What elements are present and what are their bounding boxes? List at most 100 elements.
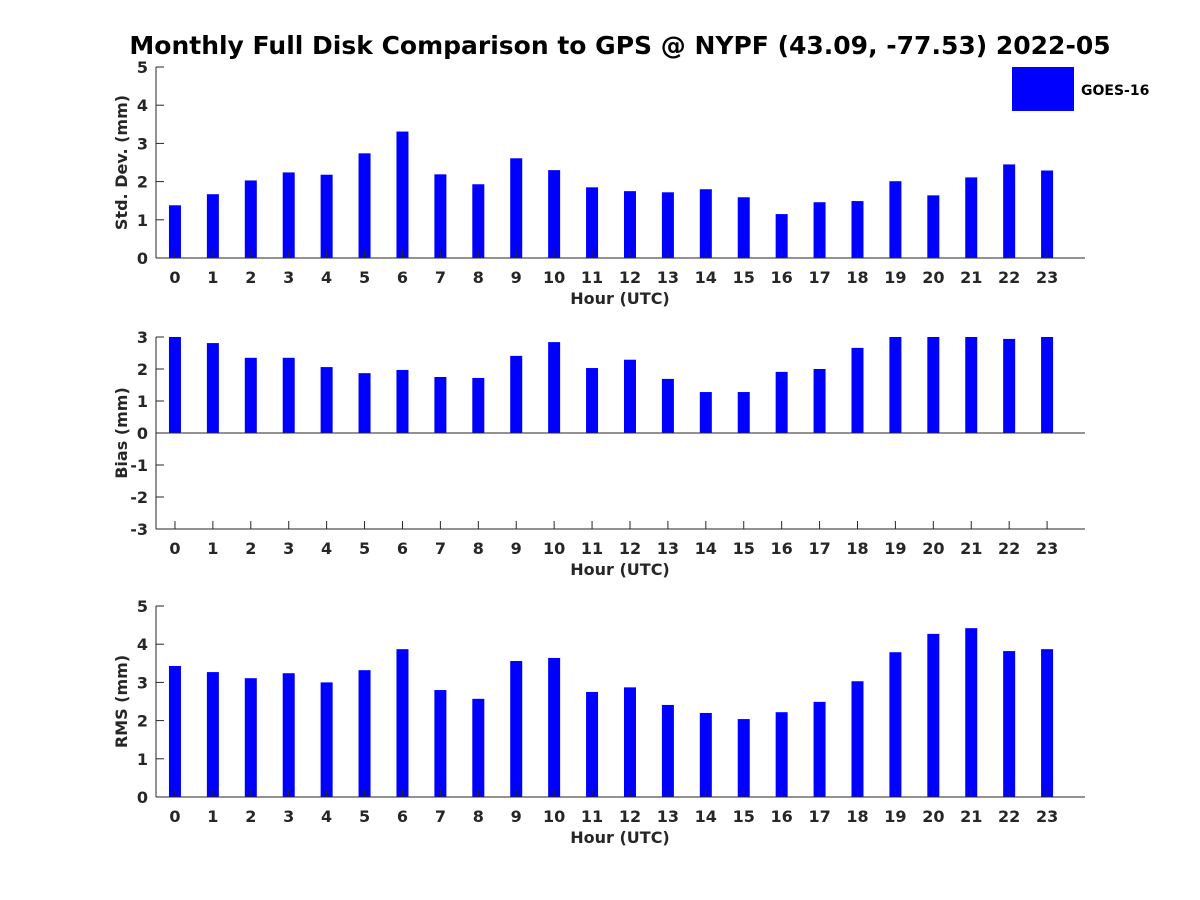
x-tick-label: 16 — [771, 539, 793, 558]
bar-panel3-hour-10 — [548, 657, 561, 797]
y-tick-label: 2 — [137, 173, 148, 192]
bar-panel2-hour-17 — [813, 369, 826, 433]
bar-panel2-hour-8 — [472, 377, 485, 433]
x-tick-label: 17 — [808, 539, 830, 558]
x-tick-label: 7 — [435, 268, 446, 287]
x-axis-label: Hour (UTC) — [570, 560, 670, 579]
bar-panel2-hour-11 — [586, 368, 599, 433]
y-tick-label: 3 — [137, 134, 148, 153]
bar-panel1-hour-5 — [358, 153, 371, 258]
bar-panel2-hour-3 — [282, 357, 295, 433]
x-tick-label: 14 — [695, 807, 717, 826]
x-tick-label: 11 — [581, 807, 603, 826]
y-tick-label: -3 — [130, 520, 148, 539]
bar-panel1-hour-10 — [548, 170, 561, 258]
bar-panel2-hour-15 — [737, 392, 750, 433]
x-tick-label: 20 — [922, 268, 944, 287]
bar-panel3-hour-4 — [320, 682, 333, 797]
x-tick-label: 19 — [884, 807, 906, 826]
x-tick-label: 14 — [695, 539, 717, 558]
bar-panel2-hour-5 — [358, 373, 371, 433]
bar-panel3-hour-7 — [434, 690, 447, 797]
x-tick-label: 23 — [1036, 268, 1058, 287]
figure-title: Monthly Full Disk Comparison to GPS @ NY… — [129, 31, 1110, 60]
bar-panel2-hour-0 — [168, 337, 181, 433]
x-tick-label: 0 — [169, 268, 180, 287]
x-tick-label: 9 — [511, 268, 522, 287]
bar-panel2-hour-10 — [548, 342, 561, 433]
bar-panel3-hour-11 — [586, 691, 599, 797]
bar-panel3-hour-3 — [282, 673, 295, 797]
legend-label: GOES-16 — [1081, 83, 1149, 99]
y-axis-label: RMS (mm) — [112, 655, 131, 748]
bar-panel3-hour-13 — [661, 704, 674, 797]
x-tick-label: 22 — [998, 807, 1020, 826]
x-tick-label: 7 — [435, 539, 446, 558]
x-tick-label: 17 — [808, 268, 830, 287]
bar-panel1-hour-15 — [737, 197, 750, 258]
x-tick-label: 20 — [922, 807, 944, 826]
x-tick-label: 6 — [397, 539, 408, 558]
bar-panel1-hour-21 — [965, 177, 978, 258]
x-tick-label: 8 — [473, 539, 484, 558]
bar-panel3-hour-0 — [168, 665, 181, 797]
bar-panel2-hour-2 — [244, 357, 257, 433]
x-tick-label: 1 — [207, 539, 218, 558]
y-tick-label: 1 — [137, 392, 148, 411]
x-tick-label: 22 — [998, 539, 1020, 558]
bar-panel2-hour-1 — [206, 343, 219, 433]
x-tick-label: 15 — [733, 268, 755, 287]
y-tick-label: 0 — [137, 788, 148, 807]
y-tick-label: 0 — [137, 249, 148, 268]
bar-panel1-hour-1 — [206, 194, 219, 258]
bar-panel1-hour-19 — [889, 181, 902, 258]
y-tick-label: 0 — [137, 424, 148, 443]
bar-panel1-hour-8 — [472, 184, 485, 258]
y-tick-label: 5 — [137, 597, 148, 616]
y-tick-label: 4 — [137, 635, 148, 654]
bar-panel3-hour-5 — [358, 670, 371, 797]
x-tick-label: 4 — [321, 807, 332, 826]
x-tick-label: 21 — [960, 539, 982, 558]
bar-panel2-hour-22 — [1003, 338, 1016, 433]
x-tick-label: 19 — [884, 268, 906, 287]
x-tick-label: 12 — [619, 539, 641, 558]
bar-panel1-hour-22 — [1003, 164, 1016, 258]
x-tick-label: 16 — [771, 807, 793, 826]
x-tick-label: 9 — [511, 807, 522, 826]
x-axis-label: Hour (UTC) — [570, 289, 670, 308]
y-tick-label: 2 — [137, 712, 148, 731]
bar-panel2-hour-9 — [510, 355, 523, 433]
x-axis-label: Hour (UTC) — [570, 828, 670, 847]
x-tick-label: 10 — [543, 539, 565, 558]
y-axis-label: Std. Dev. (mm) — [112, 95, 131, 230]
bar-panel1-hour-14 — [699, 189, 712, 258]
x-tick-label: 8 — [473, 807, 484, 826]
x-tick-label: 7 — [435, 807, 446, 826]
x-tick-label: 6 — [397, 807, 408, 826]
bar-panel3-hour-19 — [889, 652, 902, 797]
x-tick-label: 2 — [245, 539, 256, 558]
x-tick-label: 2 — [245, 268, 256, 287]
x-tick-label: 23 — [1036, 807, 1058, 826]
bar-panel3-hour-17 — [813, 701, 826, 797]
bar-panel3-hour-20 — [927, 633, 940, 797]
bar-panel1-hour-9 — [510, 158, 523, 258]
x-tick-label: 18 — [846, 268, 868, 287]
x-tick-label: 3 — [283, 539, 294, 558]
x-tick-label: 19 — [884, 539, 906, 558]
bar-panel3-hour-1 — [206, 672, 219, 797]
x-tick-label: 8 — [473, 268, 484, 287]
bar-panel3-hour-23 — [1041, 649, 1054, 797]
x-tick-label: 17 — [808, 807, 830, 826]
bar-panel1-hour-4 — [320, 174, 333, 258]
bar-panel2-hour-13 — [661, 378, 674, 433]
x-tick-label: 5 — [359, 807, 370, 826]
bar-panel1-hour-2 — [244, 180, 257, 258]
x-tick-label: 0 — [169, 539, 180, 558]
x-tick-label: 14 — [695, 268, 717, 287]
